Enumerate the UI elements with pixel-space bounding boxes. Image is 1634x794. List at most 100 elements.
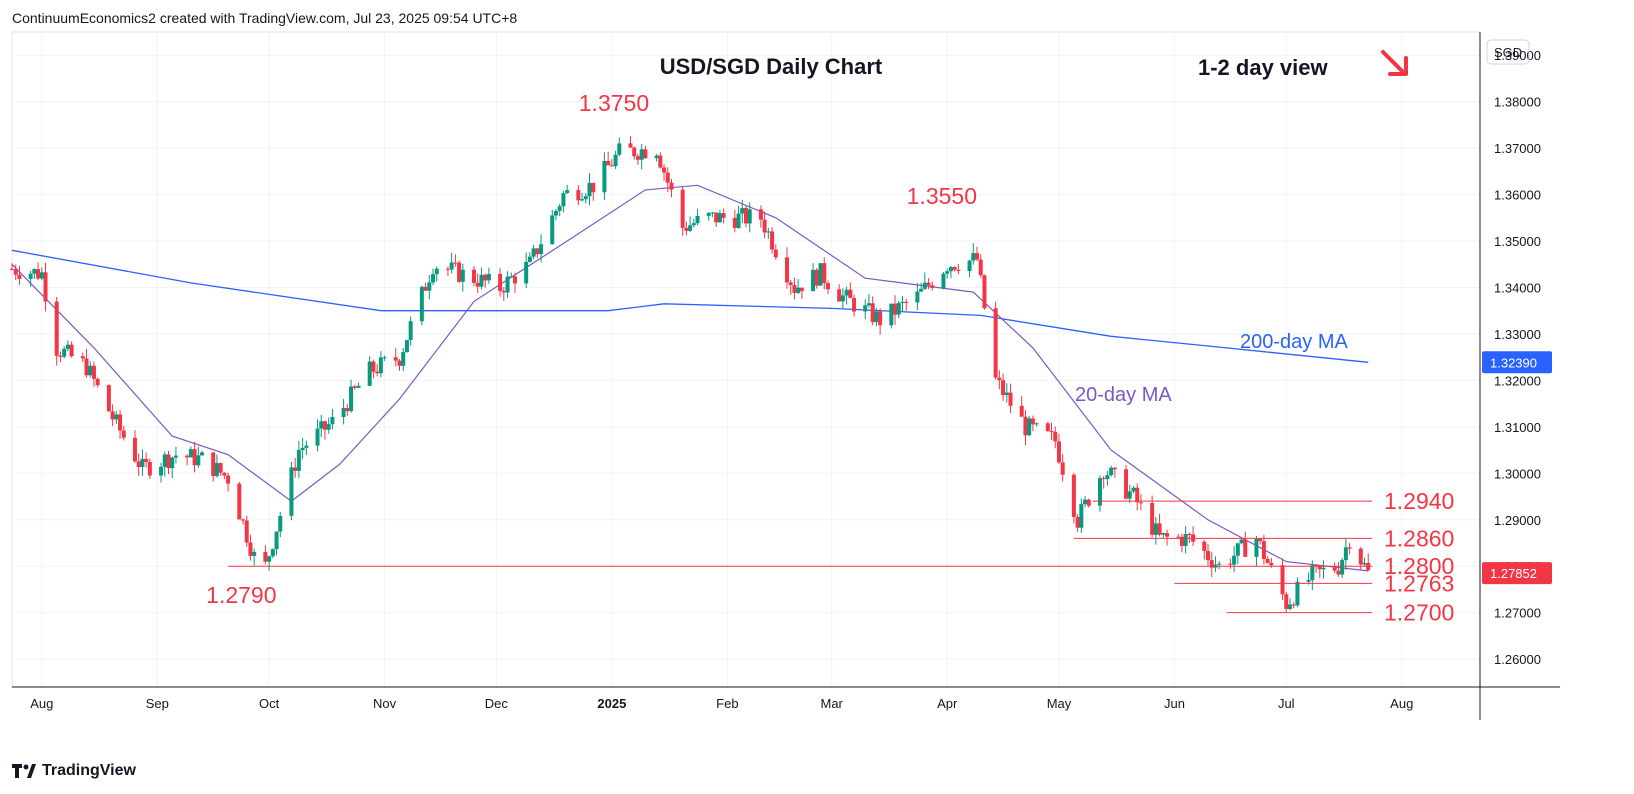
- candle: [397, 358, 402, 371]
- candle: [889, 303, 894, 329]
- candle: [930, 281, 935, 291]
- candle: [915, 283, 920, 311]
- candle: [248, 534, 253, 561]
- candle: [457, 260, 462, 284]
- y-tick-label: 1.36000: [1494, 188, 1541, 203]
- candle: [1291, 602, 1296, 609]
- candle: [170, 456, 175, 479]
- view-label: 1-2 day view: [1198, 55, 1329, 80]
- candle: [717, 209, 722, 223]
- candle: [1153, 516, 1158, 545]
- candle: [1034, 422, 1039, 427]
- candle: [196, 446, 201, 468]
- candle: [1206, 543, 1211, 566]
- candle: [445, 266, 450, 276]
- candle: [32, 268, 37, 279]
- candle: [665, 167, 670, 192]
- candle: [192, 441, 197, 473]
- candle: [1228, 558, 1233, 569]
- candle: [799, 287, 804, 299]
- candle: [706, 211, 711, 221]
- candle: [114, 411, 119, 424]
- candle: [848, 282, 853, 299]
- candle: [978, 254, 983, 278]
- candle: [680, 187, 685, 236]
- candle: [28, 270, 33, 287]
- candle: [583, 193, 588, 204]
- candle: [863, 299, 868, 320]
- candle: [874, 307, 879, 327]
- candle: [945, 268, 950, 279]
- candle: [188, 446, 193, 458]
- candle: [404, 339, 409, 353]
- candle: [263, 545, 268, 565]
- grid-layer: [11, 31, 1481, 688]
- ma20-line: [11, 184, 1369, 572]
- candle: [498, 268, 503, 297]
- candle: [1287, 598, 1292, 611]
- candle: [837, 284, 842, 302]
- candle: [1254, 535, 1259, 567]
- candle: [1105, 471, 1110, 486]
- candle: [367, 356, 372, 387]
- candle: [505, 271, 510, 298]
- candle: [967, 259, 972, 278]
- candle: [1232, 546, 1237, 573]
- candle: [732, 209, 737, 233]
- candle: [352, 384, 357, 390]
- candle: [322, 420, 327, 440]
- candle: [278, 512, 283, 538]
- footer-brand[interactable]: TradingView: [12, 762, 136, 780]
- svg-text:1.27852: 1.27852: [1490, 566, 1537, 581]
- candle: [1336, 561, 1341, 577]
- candle: [293, 458, 298, 478]
- candle: [1075, 513, 1080, 533]
- chart-title: USD/SGD Daily Chart: [660, 54, 883, 79]
- candle: [695, 208, 700, 226]
- candle: [1101, 475, 1106, 489]
- price-extreme-label: 1.3750: [579, 90, 649, 116]
- candle: [654, 154, 659, 162]
- candle: [1109, 465, 1114, 477]
- candle: [922, 272, 927, 290]
- candle: [643, 145, 648, 159]
- candle: [159, 462, 164, 483]
- candle: [948, 265, 953, 279]
- candle: [132, 430, 137, 463]
- arrow-down-right-icon: [1381, 50, 1408, 76]
- candle: [1176, 533, 1181, 539]
- x-tick-label: Dec: [485, 696, 509, 711]
- candle: [241, 518, 246, 525]
- candle: [1083, 496, 1088, 508]
- candle: [561, 190, 566, 213]
- candle: [840, 288, 845, 309]
- candle: [736, 205, 741, 229]
- candle: [1071, 472, 1076, 524]
- candle: [58, 351, 63, 363]
- candle: [162, 451, 167, 477]
- candle: [1049, 422, 1054, 441]
- candle: [919, 282, 924, 292]
- axes-layer: 1.390001.380001.370001.360001.350001.340…: [12, 32, 1560, 720]
- candle: [609, 158, 614, 167]
- candle: [1284, 591, 1289, 613]
- candle: [95, 377, 100, 388]
- candle: [479, 267, 484, 290]
- candle: [818, 262, 823, 286]
- candle: [244, 515, 249, 547]
- candle: [91, 361, 96, 387]
- candle: [408, 316, 413, 346]
- candle: [1295, 577, 1300, 608]
- tradingview-logo-icon: [12, 764, 36, 778]
- candle: [460, 263, 465, 292]
- y-tick-label: 1.33000: [1494, 327, 1541, 342]
- price-tag-ma200: 1.32390: [1482, 351, 1552, 374]
- candle: [1008, 383, 1013, 414]
- candle: [904, 298, 909, 311]
- candle: [1124, 464, 1129, 500]
- candle: [844, 286, 849, 305]
- candle: [214, 454, 219, 478]
- candle: [744, 204, 748, 228]
